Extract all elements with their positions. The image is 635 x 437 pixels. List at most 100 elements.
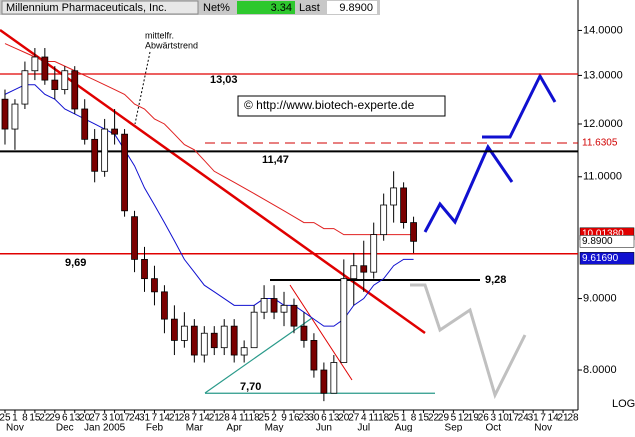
- candle-body: [330, 362, 338, 394]
- x-tick-label: 14: [548, 413, 560, 424]
- candle-body: [111, 128, 118, 135]
- candle-body: [31, 56, 39, 72]
- month-label: Nov: [534, 423, 552, 432]
- x-tick-label: 24: [129, 413, 141, 424]
- x-tick-label: 17: [119, 413, 131, 424]
- x-tick-label: 14: [159, 413, 171, 424]
- x-tick-label: 11: [369, 413, 380, 424]
- candle-body: [11, 103, 19, 130]
- last-label: Last: [299, 2, 320, 14]
- y-tick-label: 12.0000: [583, 118, 623, 130]
- candle-body: [400, 187, 407, 223]
- month-label: Jan 2005: [84, 423, 126, 432]
- x-tick-label: 6: [62, 413, 68, 424]
- candle-body: [280, 304, 288, 313]
- last-value: 9.8900: [339, 2, 373, 14]
- candle-body: [61, 70, 69, 90]
- x-tick-label: 13: [69, 413, 81, 424]
- candle-body: [81, 108, 89, 140]
- candle-body: [131, 216, 138, 260]
- month-label: May: [265, 423, 284, 432]
- candle-body: [1, 98, 9, 130]
- candle-body: [171, 318, 178, 341]
- candle-body: [121, 133, 128, 212]
- month-label: Sep: [445, 423, 463, 432]
- y-tick-label: 13.0000: [583, 69, 623, 81]
- x-tick-label: 29: [438, 413, 450, 424]
- x-tick-label: 23: [298, 413, 310, 424]
- x-tick-label: 25: [0, 413, 11, 424]
- x-tick-label: 16: [288, 413, 300, 424]
- trend-line: [289, 284, 353, 381]
- net-value: 3.34: [271, 2, 292, 14]
- price-label: 10.01380: [582, 228, 624, 239]
- x-tick-label: 10: [109, 413, 121, 424]
- x-tick-label: 10: [498, 413, 510, 424]
- x-tick-label: 6: [321, 413, 327, 424]
- price-label: 9.8900: [582, 236, 613, 247]
- x-tick-label: 25: [259, 413, 271, 424]
- annotation: mittelfr.: [145, 30, 174, 40]
- candle-body: [320, 369, 328, 394]
- x-tick-label: 27: [348, 413, 360, 424]
- x-tick-label: 7: [192, 413, 198, 424]
- x-tick-label: 30: [308, 413, 320, 424]
- x-tick-label: 14: [199, 413, 211, 424]
- net-label: Net%: [203, 2, 230, 14]
- candle-body: [180, 325, 188, 341]
- x-tick-label: 8: [411, 413, 417, 424]
- month-label: Oct: [486, 423, 502, 432]
- x-tick-label: 28: [567, 413, 579, 424]
- copyright: © http://www.biotech-experte.de: [244, 98, 415, 112]
- candle-body: [250, 311, 258, 349]
- month-label: Jul: [357, 423, 370, 432]
- annotation: Abwärtstrend: [145, 40, 198, 50]
- month-label: Feb: [146, 423, 164, 432]
- x-tick-label: 24: [518, 413, 530, 424]
- candle-body: [390, 187, 398, 206]
- company-name: Millennium Pharmaceuticals, Inc.: [6, 2, 167, 14]
- price-label: 9.61690: [582, 253, 619, 264]
- x-tick-label: 22: [39, 413, 51, 424]
- x-tick-label: 20: [338, 413, 350, 424]
- net-box: [237, 1, 295, 14]
- x-tick-label: 21: [209, 413, 221, 424]
- candle-body: [270, 298, 278, 313]
- x-tick-label: 7: [152, 413, 158, 424]
- candle-body: [220, 325, 228, 349]
- candle-body: [410, 222, 417, 242]
- level-label: 7,70: [240, 381, 261, 393]
- x-tick-label: 26: [478, 413, 490, 424]
- candle-body: [41, 56, 49, 81]
- x-tick-label: 27: [89, 413, 101, 424]
- level-label: 9,28: [485, 274, 506, 286]
- x-tick-label: 31: [528, 413, 540, 424]
- x-tick-label: 21: [169, 413, 181, 424]
- candle-body: [300, 325, 308, 341]
- month-label: Mar: [186, 423, 204, 432]
- x-tick-label: 20: [79, 413, 91, 424]
- candle-body: [340, 278, 348, 363]
- x-tick-label: 12: [458, 413, 470, 424]
- x-tick-label: 22: [428, 413, 440, 424]
- month-label: Aug: [395, 423, 413, 432]
- moving-average: [4, 43, 414, 236]
- x-tick-label: 8: [22, 413, 28, 424]
- y-tick-label: 14.0000: [583, 24, 623, 36]
- copyright-box: [237, 95, 446, 117]
- candle-body: [91, 138, 99, 172]
- last-box: [327, 1, 377, 14]
- y-tick-label: 8.0000: [583, 364, 617, 376]
- x-tick-label: 19: [468, 413, 480, 424]
- candle-body: [380, 204, 388, 236]
- price-box: [579, 252, 635, 265]
- x-tick-label: 13: [328, 413, 340, 424]
- x-tick-label: 28: [179, 413, 191, 424]
- x-tick-label: 11: [239, 413, 250, 424]
- candle-body: [51, 79, 59, 90]
- x-tick-label: 7: [540, 413, 546, 424]
- x-tick-label: 5: [451, 413, 457, 424]
- x-tick-label: 18: [378, 413, 390, 424]
